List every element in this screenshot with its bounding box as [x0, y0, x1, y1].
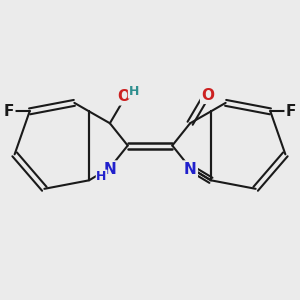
- Text: F: F: [286, 104, 296, 119]
- Text: O: O: [202, 88, 214, 103]
- Text: H: H: [96, 170, 107, 183]
- Text: H: H: [128, 85, 139, 98]
- Text: O: O: [117, 89, 130, 104]
- Text: N: N: [184, 162, 196, 177]
- Text: N: N: [103, 162, 116, 177]
- Text: F: F: [4, 104, 14, 119]
